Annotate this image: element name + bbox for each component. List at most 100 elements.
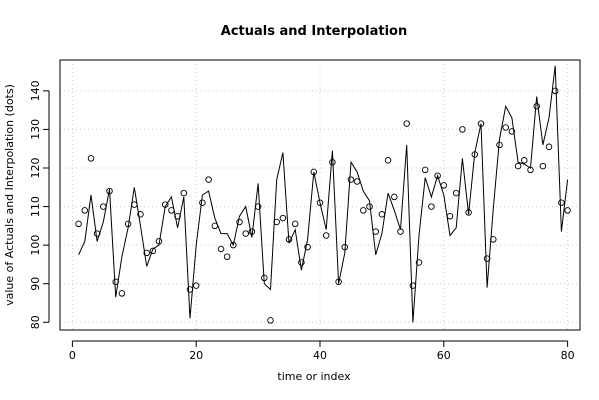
actual-point xyxy=(261,274,268,282)
actual-point xyxy=(353,178,361,185)
actual-point xyxy=(521,157,528,164)
actual-point xyxy=(279,214,287,222)
actual-point xyxy=(372,228,379,235)
y-tick-label: 130 xyxy=(29,119,42,140)
actual-point xyxy=(347,176,355,183)
actual-point xyxy=(124,220,132,228)
actual-point xyxy=(149,247,157,255)
actual-point xyxy=(360,207,367,214)
actual-point xyxy=(539,162,547,170)
x-tick-label: 60 xyxy=(437,349,451,362)
actual-point xyxy=(285,236,293,243)
actual-point xyxy=(391,193,398,201)
actual-point xyxy=(545,143,553,151)
actual-point xyxy=(186,286,194,293)
y-axis-label: value of Actuals and Interpolation (dots… xyxy=(3,84,16,306)
grid xyxy=(60,60,580,330)
actual-point xyxy=(254,203,262,210)
plot-frame xyxy=(59,59,581,331)
actual-point xyxy=(199,199,206,206)
actual-point xyxy=(384,157,392,164)
y-tick-label: 80 xyxy=(29,315,42,329)
actual-point xyxy=(428,203,435,210)
y-tick-label: 140 xyxy=(29,80,42,101)
actual-point xyxy=(192,282,200,289)
actual-point xyxy=(211,222,219,230)
actual-point xyxy=(366,203,373,210)
actual-point xyxy=(403,120,410,127)
actual-point xyxy=(93,230,101,237)
actual-point xyxy=(174,212,181,220)
actual-point xyxy=(322,232,330,239)
actual-point xyxy=(75,220,82,228)
actual-point xyxy=(273,218,280,226)
actual-point xyxy=(143,249,150,257)
actual-point xyxy=(230,241,237,249)
axes: 0 20 40 60 80 80 90 100 110 120 130 140 xyxy=(29,80,575,362)
actual-point xyxy=(446,212,454,220)
y-tick-label: 120 xyxy=(29,158,42,179)
actual-point xyxy=(459,126,466,133)
actual-point xyxy=(304,243,311,251)
actual-point xyxy=(316,199,324,206)
x-tick-label: 40 xyxy=(313,349,327,362)
actual-point xyxy=(180,189,188,197)
actual-point xyxy=(131,201,138,208)
actual-point xyxy=(527,166,534,174)
actual-point xyxy=(310,168,318,176)
actual-point xyxy=(205,176,212,183)
actual-point xyxy=(217,245,225,253)
actual-point xyxy=(291,220,299,228)
actual-point xyxy=(267,317,274,324)
actual-point xyxy=(242,230,249,237)
actual-point xyxy=(477,120,485,127)
actual-point xyxy=(496,141,503,149)
actual-point xyxy=(236,218,243,226)
actual-point xyxy=(564,207,571,214)
actual-point xyxy=(514,162,522,170)
actual-point xyxy=(533,103,540,110)
actual-point xyxy=(471,151,479,158)
actual-point xyxy=(248,228,256,235)
actual-point xyxy=(223,253,231,260)
actual-point xyxy=(421,166,429,174)
actual-point xyxy=(551,87,559,95)
actual-point xyxy=(415,259,423,266)
actual-point xyxy=(465,209,472,216)
actual-point xyxy=(452,189,460,197)
actual-point xyxy=(106,187,113,195)
actual-point xyxy=(508,128,516,135)
actual-point xyxy=(378,211,386,218)
x-tick-label: 80 xyxy=(561,349,575,362)
actual-point xyxy=(112,278,119,286)
actual-point xyxy=(335,278,342,286)
actual-point xyxy=(100,203,107,210)
actual-point xyxy=(118,290,126,297)
actual-point xyxy=(341,243,349,251)
y-tick-label: 100 xyxy=(29,235,42,256)
actual-point xyxy=(502,124,509,131)
x-tick-label: 0 xyxy=(69,349,76,362)
actual-point xyxy=(490,236,497,243)
actual-point xyxy=(137,211,144,218)
actual-point xyxy=(483,255,491,262)
actual-point xyxy=(298,259,305,266)
x-tick-label: 20 xyxy=(189,349,203,362)
chart-title: Actuals and Interpolation xyxy=(221,24,407,39)
actual-point xyxy=(434,172,441,179)
actual-point xyxy=(440,182,448,189)
actual-point xyxy=(155,238,163,245)
y-tick-label: 90 xyxy=(29,277,42,291)
actual-point xyxy=(558,199,565,206)
y-tick-label: 110 xyxy=(29,196,42,217)
interpolation-line xyxy=(78,65,569,323)
actual-point xyxy=(81,207,89,214)
actual-point xyxy=(409,282,417,289)
series-layer xyxy=(75,65,571,324)
actual-point xyxy=(329,158,336,166)
x-axis-label: time or index xyxy=(277,370,351,383)
actual-point xyxy=(87,155,95,162)
actual-point xyxy=(161,201,169,208)
actual-point xyxy=(397,228,404,235)
